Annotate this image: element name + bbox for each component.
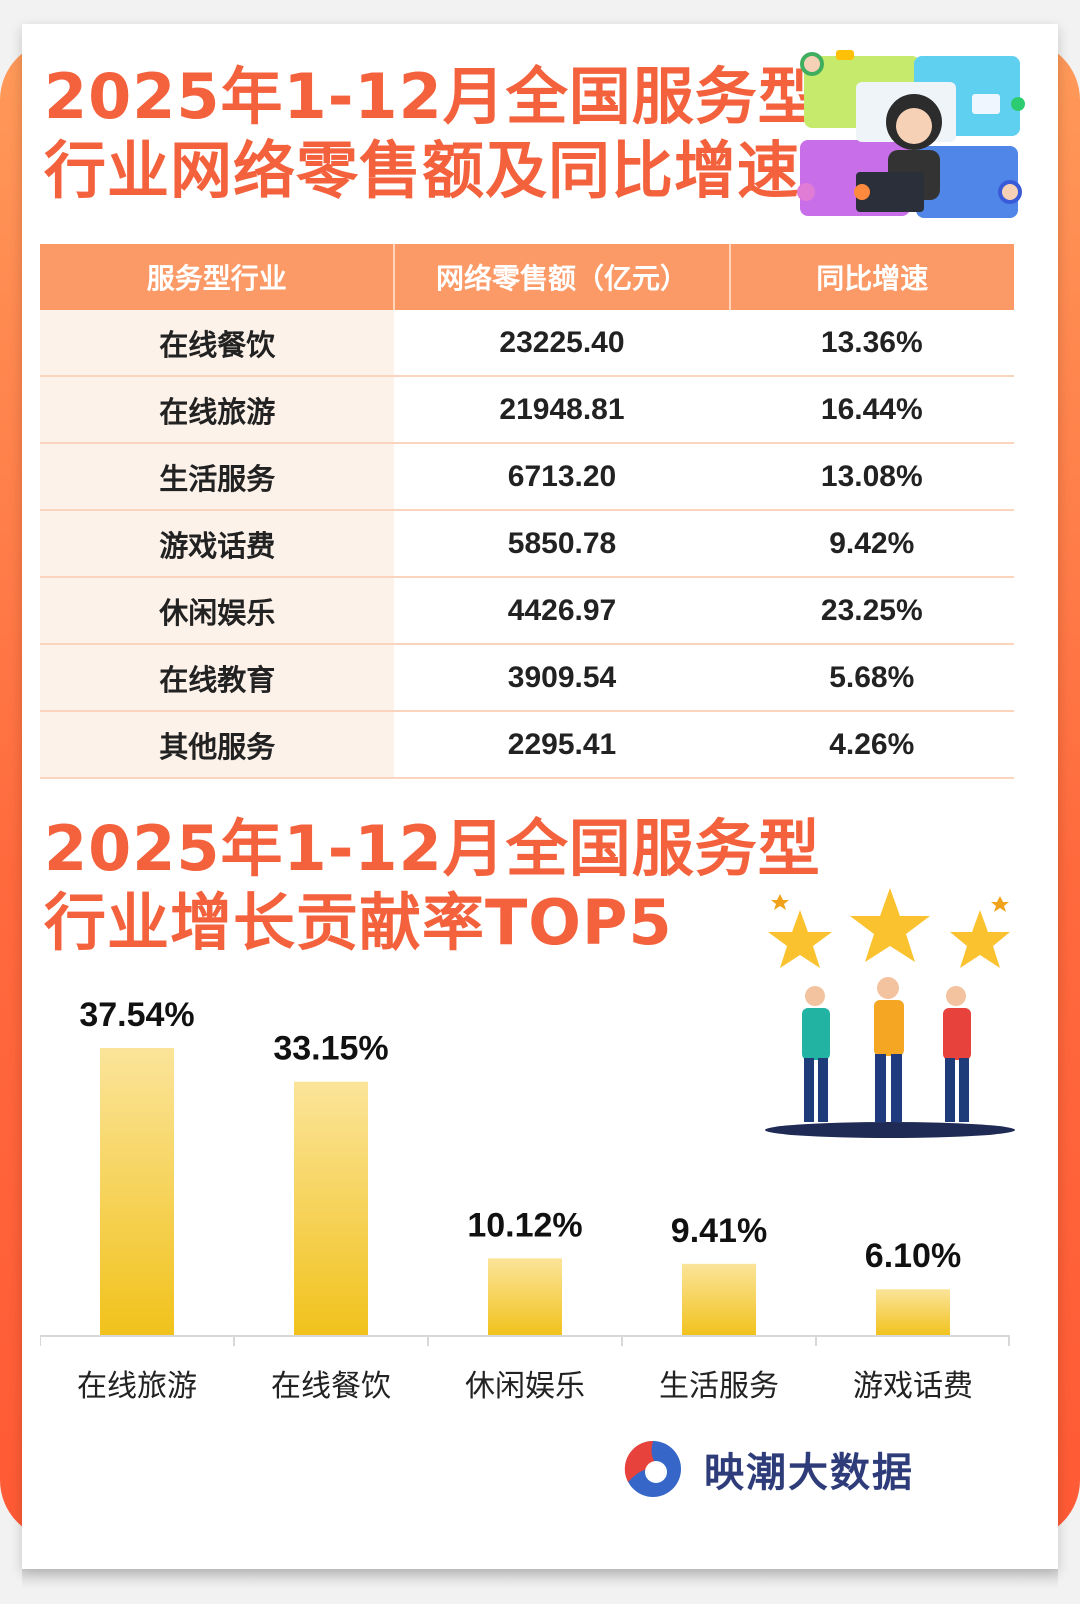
cell-sales: 3909.54 [394,644,730,712]
cell-growth: 13.08% [729,443,1014,511]
table-row: 休闲娱乐 4426.97 23.25% [40,577,1014,645]
category-label: 在线餐饮 [271,1369,391,1404]
cell-growth: 13.36% [729,310,1014,377]
bar-4 [682,1263,756,1336]
cell-industry: 游戏话费 [40,510,395,578]
cell-growth: 5.68% [729,644,1014,712]
top-title-line-1: 2025年1-12月全国服务型 [44,60,821,133]
stars-people-illustration [765,888,1015,1138]
cell-sales: 6713.20 [394,443,730,511]
brand-logo: 映潮大数据 [620,1436,940,1502]
cell-sales: 23225.40 [394,310,730,377]
card-shadow [22,1569,1058,1589]
top-title: 2025年1-12月全国服务型 行业网络零售额及同比增速 [44,60,821,208]
table-row: 游戏话费 5850.78 9.42% [40,510,1014,578]
bar-value-label: 10.12% [467,1206,582,1244]
category-label: 在线旅游 [77,1369,197,1404]
cell-sales: 4426.97 [394,577,730,645]
table-header-row: 服务型行业 网络零售额（亿元） 同比增速 [40,244,1014,310]
bar-5 [876,1289,950,1336]
cell-industry: 生活服务 [40,443,395,511]
cell-growth: 16.44% [729,376,1014,444]
table-row: 在线餐饮 23225.40 13.36% [40,310,1014,377]
top-title-line-2: 行业网络零售额及同比增速 [44,134,801,207]
table-row: 在线旅游 21948.81 16.44% [40,376,1014,444]
cell-sales: 21948.81 [394,376,730,444]
category-label: 休闲娱乐 [465,1369,585,1404]
cell-sales: 5850.78 [394,510,730,578]
bar-value-label: 6.10% [865,1237,961,1275]
sales-table: 服务型行业 网络零售额（亿元） 同比增速 在线餐饮 23225.40 13.36… [40,244,1014,779]
category-label: 生活服务 [659,1369,779,1404]
table-row: 生活服务 6713.20 13.08% [40,443,1014,511]
header-growth: 同比增速 [728,244,1014,310]
cell-growth: 9.42% [729,510,1014,578]
cell-industry: 在线餐饮 [40,310,395,377]
cell-sales: 2295.41 [394,711,730,779]
chart-title-line-2: 行业增长贡献率TOP5 [44,886,673,959]
bar-value-label: 33.15% [273,1030,388,1068]
chart-title: 2025年1-12月全国服务型 行业增长贡献率TOP5 [44,812,821,960]
customer-service-illustration [797,50,1025,218]
cell-growth: 4.26% [729,711,1014,779]
brand-icon [624,1440,681,1497]
brand-name: 映潮大数据 [704,1450,914,1496]
cell-industry: 在线教育 [40,644,395,712]
bar-value-label: 37.54% [79,996,194,1034]
header-industry: 服务型行业 [40,244,395,310]
cell-industry: 在线旅游 [40,376,395,444]
table-row: 在线教育 3909.54 5.68% [40,644,1014,712]
cell-industry: 休闲娱乐 [40,577,395,645]
category-label: 游戏话费 [853,1369,973,1404]
bar-2 [294,1081,368,1336]
header-sales: 网络零售额（亿元） [393,244,730,310]
bar-value-label: 9.41% [671,1212,767,1250]
bar-3 [488,1258,562,1336]
cell-growth: 23.25% [729,577,1014,645]
bar-1 [100,1048,174,1336]
chart-title-line-1: 2025年1-12月全国服务型 [44,812,821,885]
table-row: 其他服务 2295.41 4.26% [40,711,1014,779]
contribution-chart: 37.54% 在线旅游 33.15% 在线餐饮 10.12% 休闲娱乐 9.41% 生活服务 6… [40,996,1010,1404]
cell-industry: 其他服务 [40,711,395,779]
